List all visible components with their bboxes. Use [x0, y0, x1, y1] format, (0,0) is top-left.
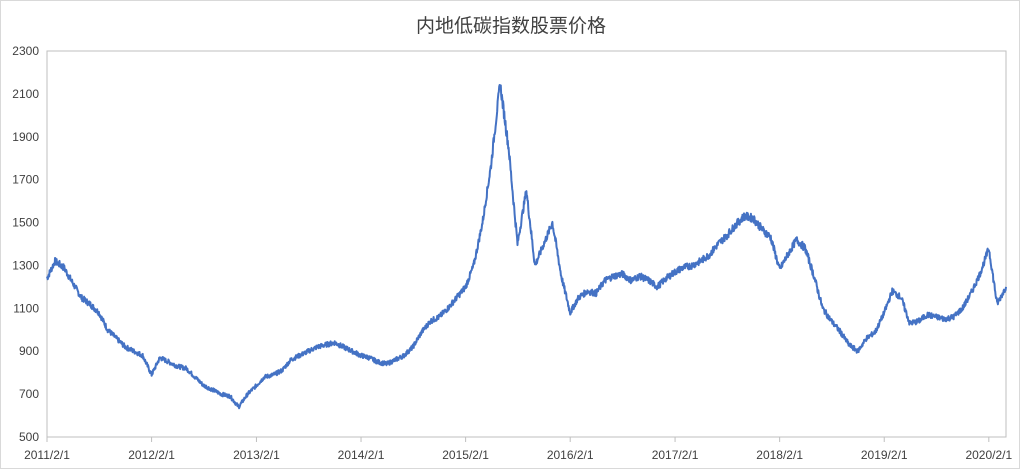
axes — [46, 50, 1007, 438]
y-tick-label: 1100 — [13, 301, 39, 315]
x-tick-label: 2019/2/1 — [861, 448, 908, 462]
x-tick-label: 2017/2/1 — [652, 448, 699, 462]
x-tick-label: 2016/2/1 — [547, 448, 594, 462]
y-tick-label: 1500 — [12, 216, 39, 230]
y-tick-label: 900 — [19, 344, 39, 358]
chart-title: 内地低碳指数股票价格 — [415, 15, 606, 37]
y-tick-label: 1700 — [12, 173, 39, 187]
y-tick-label: 1900 — [12, 130, 39, 144]
x-tick-label: 2013/2/1 — [233, 448, 280, 462]
x-tick-label: 2015/2/1 — [442, 448, 489, 462]
x-tick-label: 2018/2/1 — [756, 448, 803, 462]
y-tick-label: 1300 — [12, 258, 39, 272]
x-axis-ticks: 2011/2/1 2012/2/1 2013/2/1 2014/2/1 2015/2/1… — [24, 437, 1012, 462]
y-axis-ticks: 500 700 900 1100 1300 1500 1700 1900 2100 2300 — [12, 44, 39, 444]
plot-area-border — [46, 50, 1007, 438]
x-tick-label: 2012/2/1 — [128, 448, 175, 462]
y-tick-label: 500 — [19, 430, 39, 444]
x-tick-label: 2014/2/1 — [338, 448, 385, 462]
price-series-line — [46, 84, 1007, 410]
y-tick-label: 2300 — [12, 44, 39, 58]
series-group — [46, 84, 1007, 410]
x-tick-label: 2011/2/1 — [24, 448, 70, 462]
y-tick-label: 2100 — [12, 87, 39, 101]
y-tick-label: 700 — [19, 387, 39, 401]
x-tick-label: 2020/2/1 — [965, 448, 1012, 462]
